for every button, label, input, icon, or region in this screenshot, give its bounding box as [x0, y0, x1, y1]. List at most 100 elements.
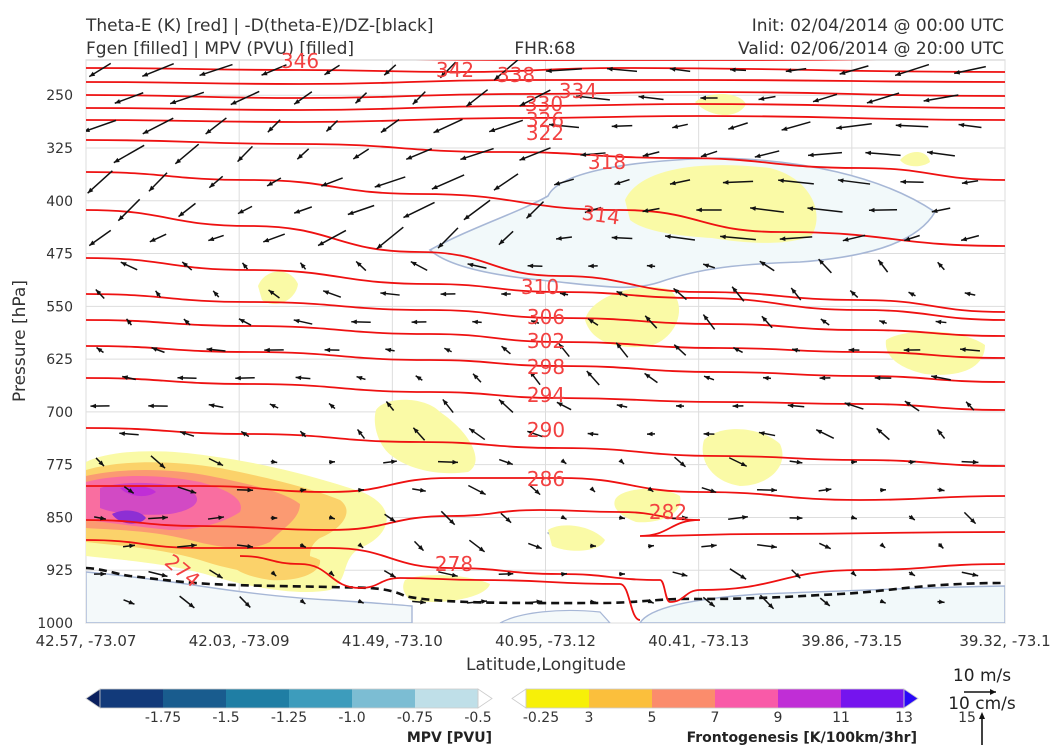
- wind-vector-head: [710, 543, 717, 549]
- x-tick-label: 39.32, -73.1: [959, 632, 1050, 650]
- thetae-label-282: 282: [649, 500, 687, 524]
- colorbar-tick-label: -1.5: [212, 710, 239, 726]
- wind-vector-head: [534, 489, 541, 495]
- mpv-colorbar: -1.75 -1.5 -1.25 -1.0 -0.75 -0.5 -0.25: [85, 688, 559, 726]
- wind-vector-head: [878, 259, 884, 266]
- wind-vector: [866, 92, 900, 104]
- wind-vector-head: [696, 207, 702, 213]
- wind-vector-head: [607, 66, 613, 72]
- wind-vector: [87, 170, 113, 194]
- title-line-2: Fgen [filled] | MPV (PVU) [filled]: [86, 39, 354, 59]
- theta-e-contour-line: [86, 79, 1005, 85]
- wind-vector-head: [473, 373, 479, 380]
- wind-vector-head: [242, 262, 248, 269]
- colorbar-tick-label: 15: [958, 710, 976, 726]
- x-tick-label: 42.57, -73.07: [36, 632, 137, 650]
- y-tick-label: 700: [46, 405, 73, 421]
- wind-vector-head: [96, 347, 103, 353]
- colorbar-tick-label: 11: [832, 710, 850, 726]
- theta-e-labels: 346 342 338 334 330 326 322 318 314 310 …: [160, 49, 687, 592]
- wind-vector-head: [507, 571, 514, 577]
- wind-vector-head: [293, 318, 300, 324]
- wind-vector-head: [560, 514, 567, 520]
- wind-vector-head: [796, 515, 803, 521]
- wind-vector: [720, 235, 756, 241]
- wind-vector-head: [506, 460, 513, 465]
- wind-vector-head: [300, 431, 306, 437]
- wind-vector-head: [100, 515, 106, 521]
- wind-vector-head: [119, 431, 126, 436]
- colorbar-tick-label: -0.75: [397, 710, 433, 726]
- wind-vector-head: [299, 542, 306, 548]
- wind-vector-head: [244, 601, 251, 608]
- fgen-region-6: [885, 331, 985, 375]
- colorbar-tick-label: -1.25: [271, 710, 307, 726]
- wind-vector-head: [452, 459, 458, 465]
- wind-vector-head: [420, 599, 426, 605]
- wind-vector-head: [391, 459, 397, 465]
- wind-vector-head: [126, 318, 132, 325]
- fgen-region-11: [403, 575, 490, 603]
- wind-vector-head: [384, 69, 390, 76]
- wind-vector-head: [700, 95, 706, 101]
- wind-vector-head: [170, 99, 177, 105]
- wind-vector-head: [850, 515, 857, 520]
- wind-vector-head: [479, 489, 486, 495]
- wind-vector-head: [546, 68, 552, 74]
- wind-vector-head: [758, 431, 765, 436]
- wind-vector-head: [264, 347, 270, 353]
- wind-vector-head: [935, 319, 942, 325]
- wind-vector-head: [449, 519, 455, 525]
- wind-vector-head: [86, 127, 90, 133]
- wind-vector-head: [183, 319, 190, 325]
- wind-vector-head: [451, 572, 458, 578]
- wind-vector-head: [505, 517, 512, 523]
- wind-vector-head: [180, 431, 186, 436]
- wind-vector-head: [720, 234, 726, 240]
- wind-vector-head: [903, 347, 910, 353]
- wind-vector-head: [241, 431, 248, 437]
- wind-vector-head: [588, 263, 594, 269]
- wind-vector-head: [561, 572, 567, 577]
- wind-vector-head: [895, 71, 902, 76]
- wind-vector-head: [460, 155, 467, 160]
- theta-e-contour-line: [86, 171, 1005, 247]
- thetae-label-290: 290: [527, 418, 565, 442]
- wind-vector-head: [644, 373, 651, 379]
- wind-vector-head: [386, 401, 392, 408]
- wind-vector-head: [175, 158, 182, 164]
- wind-vector-head: [380, 291, 387, 296]
- colorbar-extend-high: [477, 688, 493, 709]
- wind-vector-head: [463, 214, 470, 220]
- wind-vector-head: [813, 97, 819, 103]
- theta-e-contour-line: [86, 319, 1005, 359]
- wind-legend-w-arrowhead: [979, 712, 985, 719]
- wind-vector-head: [876, 428, 883, 434]
- wind-vector-head: [403, 213, 410, 218]
- wind-vector-head: [294, 99, 301, 105]
- wind-vector-head: [754, 153, 761, 158]
- valid-time: Valid: 02/06/2014 @ 20:00 UTC: [738, 39, 1004, 59]
- wind-vector-head: [554, 181, 561, 186]
- wind-vector-head: [816, 429, 823, 435]
- wind-vector-head: [295, 375, 302, 381]
- wind-vector-head: [673, 288, 680, 294]
- wind-vector-head: [787, 403, 794, 409]
- thetae-label-314: 314: [580, 201, 621, 230]
- wind-vector-head: [478, 546, 485, 552]
- colorbar-bin: [415, 689, 479, 708]
- wind-vector-head: [647, 486, 654, 492]
- colorbar-tick-label: -0.5: [464, 710, 491, 726]
- wind-vector-head: [440, 72, 446, 78]
- wind-vector-head: [559, 291, 566, 297]
- wind-vector-head: [648, 543, 654, 549]
- wind-vector-head: [794, 572, 801, 579]
- x-tick-label: 40.95, -73.12: [495, 632, 596, 650]
- wind-vector-head: [909, 570, 915, 576]
- wind-vector-head: [129, 543, 135, 549]
- wind-vector-head: [300, 487, 307, 493]
- wind-vector-head: [440, 291, 447, 297]
- wind-vector-head: [588, 318, 594, 324]
- fgen-colorbar: 3 5 7 9 11 13 15: [511, 688, 976, 726]
- wind-vector-head: [710, 488, 717, 493]
